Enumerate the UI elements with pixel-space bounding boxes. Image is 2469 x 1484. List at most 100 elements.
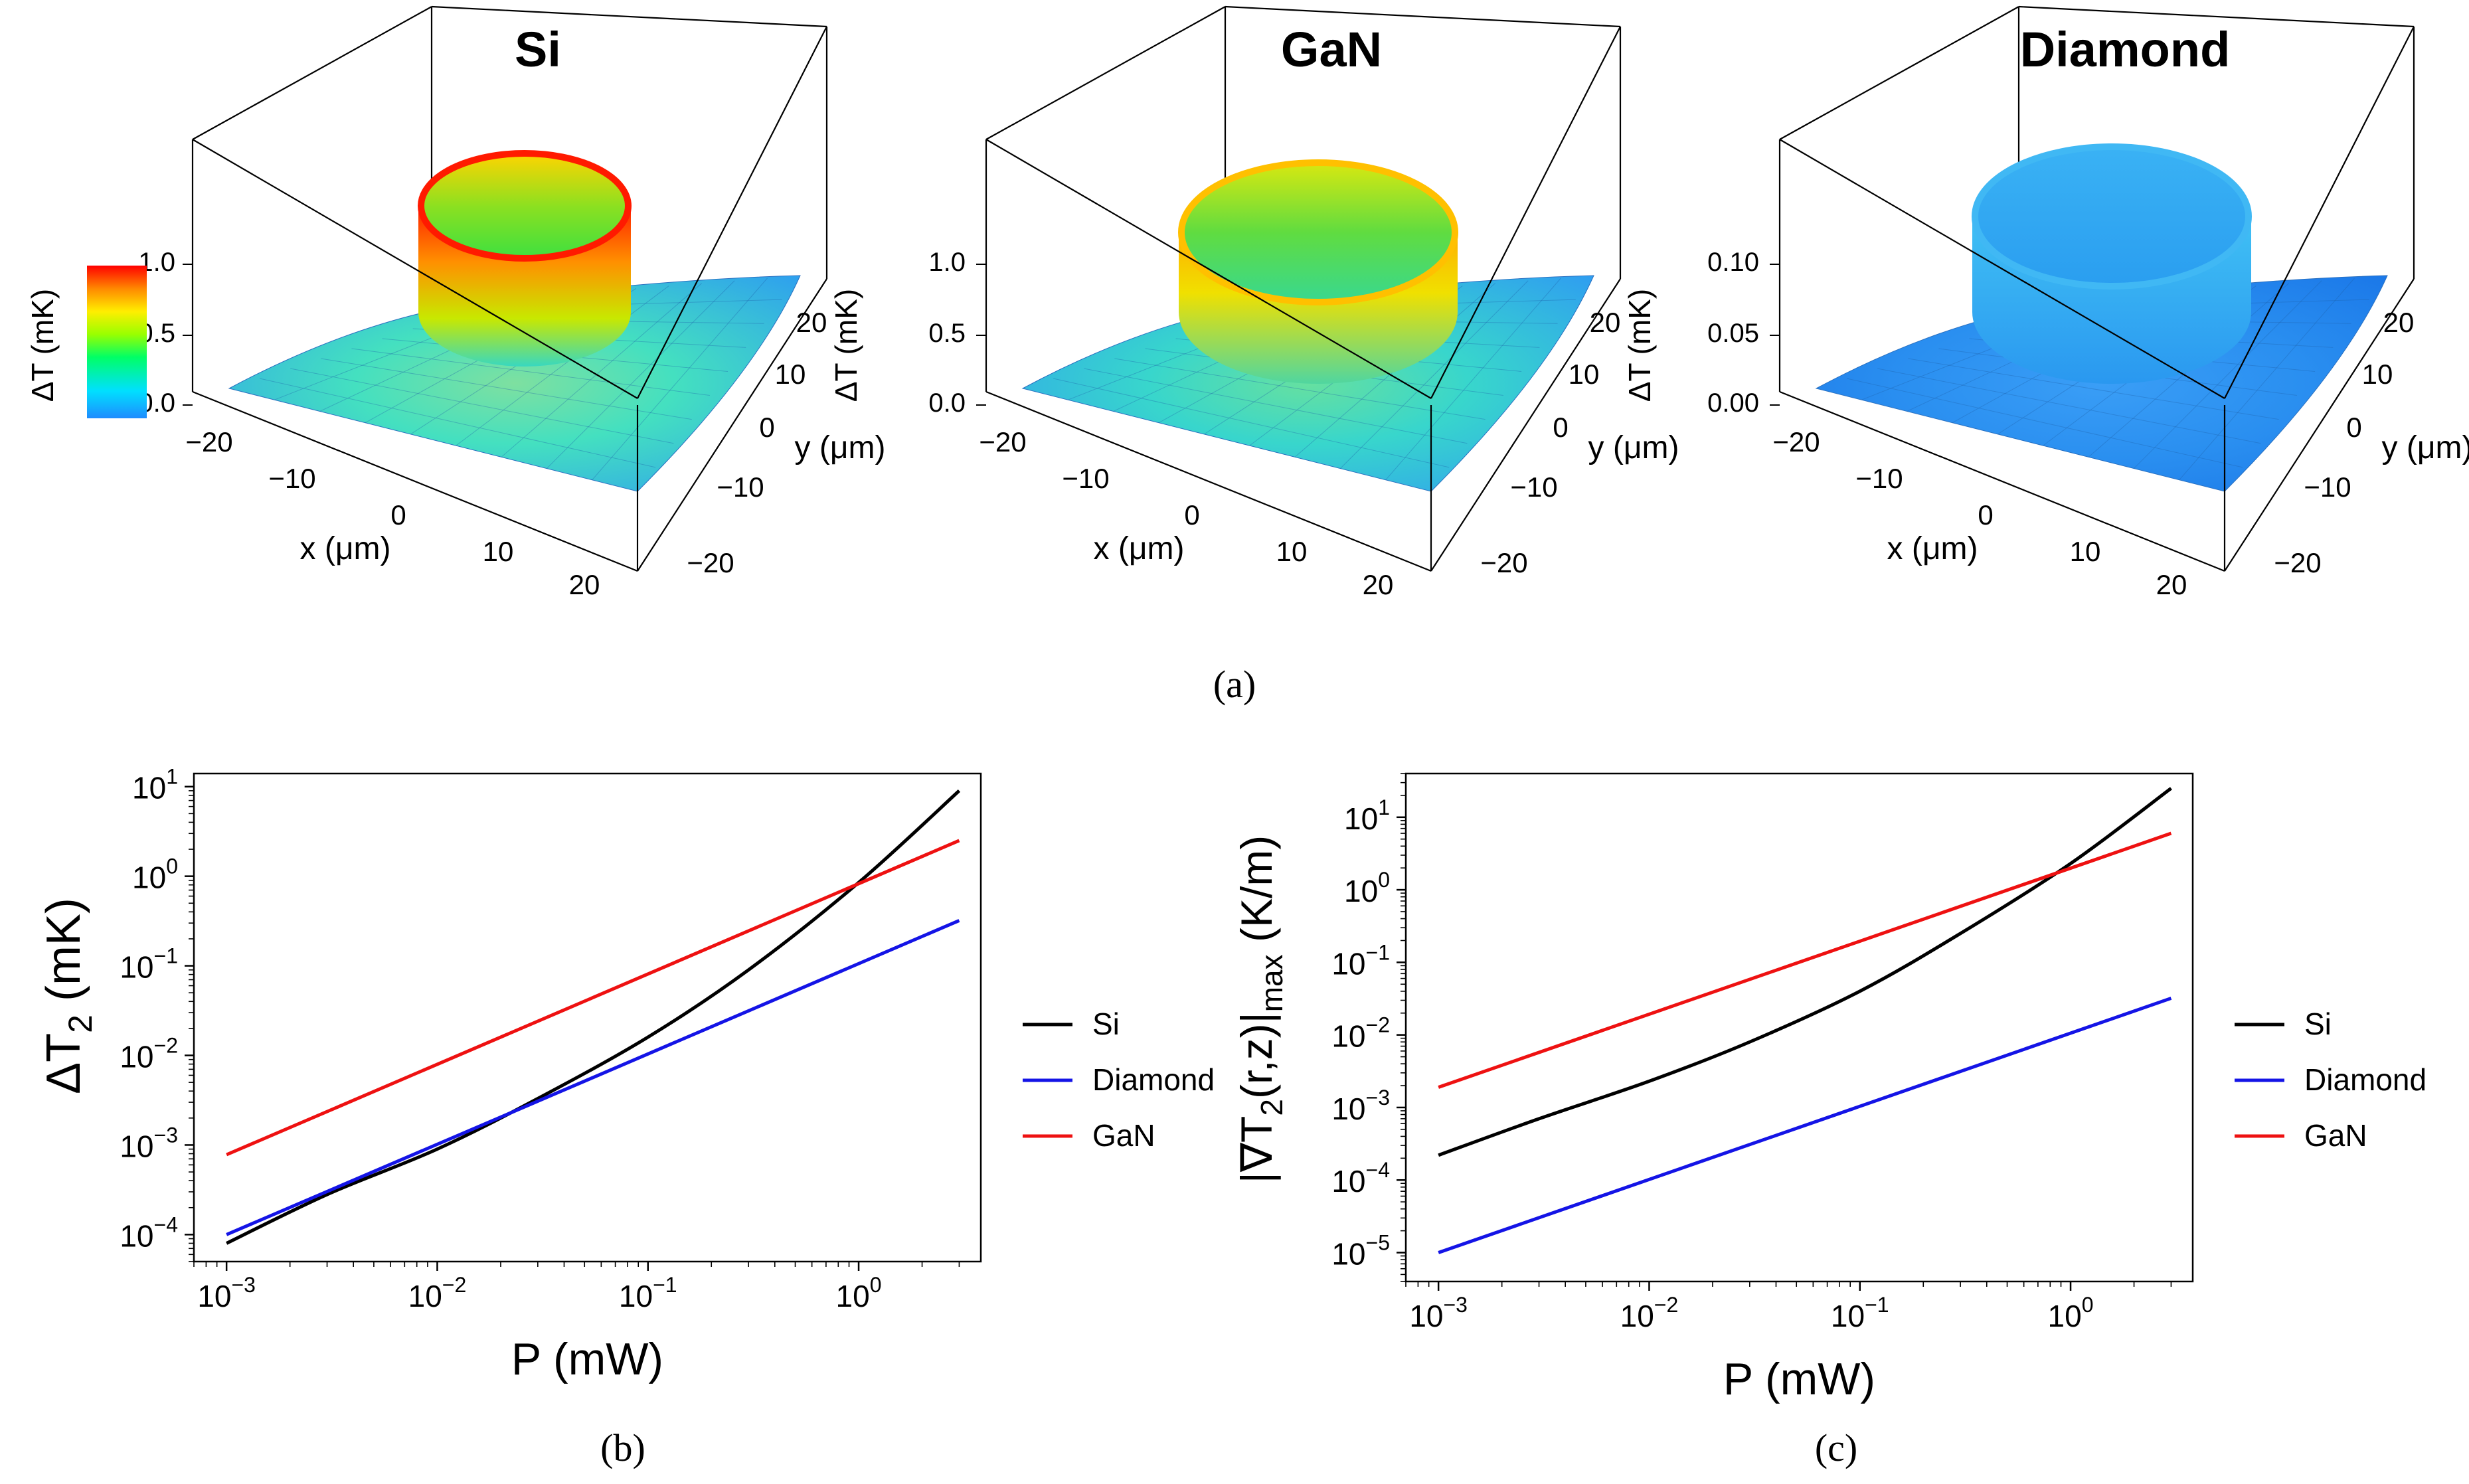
mesh-line: [321, 358, 692, 420]
series-line-si: [1438, 787, 2172, 1157]
mesh-line: [1114, 358, 1486, 420]
mesh-line: [260, 378, 656, 468]
mesh-line: [546, 280, 735, 469]
panel-c-chart: 10−3 10−2 10−1 100 10−5 10−4 10−3 10−2 10−1 100 10…: [1232, 772, 2426, 1469]
colorbar-gradient: [87, 266, 147, 418]
y-tick-label: 20: [2383, 307, 2415, 338]
z-axis-label: ΔT (mK): [25, 289, 60, 402]
box-edge: [192, 139, 638, 399]
y-tick-label: 10: [1569, 359, 1600, 390]
x-axis-label: x (μm): [300, 531, 391, 566]
y-tick-label: −20: [687, 547, 734, 578]
x-tick-label: 0: [390, 499, 406, 531]
y-tick-label: 20: [1590, 307, 1621, 338]
y-tick-label: 10−4: [1331, 1158, 1390, 1198]
mesh-line: [592, 278, 768, 481]
x-tick-label: −10: [1855, 463, 1903, 494]
x-tick-label: 10: [1276, 536, 1308, 567]
y-axis-label: y (μm): [795, 430, 886, 465]
y-tick-label: 101: [132, 765, 178, 805]
y-tick-label: −10: [717, 471, 764, 503]
mesh-line: [1877, 368, 2261, 444]
box-edge: [985, 6, 1226, 140]
mesh-line: [2133, 280, 2322, 469]
x-tick-label: −10: [1062, 463, 1109, 494]
legend-label-si: Si: [1092, 1007, 1120, 1041]
mesh-line: [501, 283, 702, 457]
series-line-si: [226, 789, 961, 1245]
y-tick-label: 10: [775, 359, 806, 390]
mesh-line: [290, 368, 674, 444]
x-tick-label: 10: [483, 536, 514, 567]
y-tick-label: 10−2: [1331, 1013, 1390, 1054]
x-tick-label: 10−1: [619, 1273, 677, 1313]
mesh-line: [456, 286, 669, 446]
y-axis-label: ΔT2 (mK): [37, 898, 99, 1094]
box-edge: [1430, 278, 1621, 572]
plot-frame: [1405, 772, 2194, 1283]
x-tick-label: 10−1: [1831, 1293, 1889, 1333]
colorbar: [87, 266, 147, 418]
ring-inner-well: [418, 150, 632, 262]
x-tick-label: 0: [1978, 499, 1993, 531]
x-tick-label: 10−2: [1620, 1293, 1679, 1333]
box-edge: [985, 390, 1432, 572]
x-tick-label: 10−2: [408, 1273, 467, 1313]
y-tick-label: 100: [132, 855, 178, 895]
box-edge: [2018, 5, 2415, 28]
mesh-line: [1084, 368, 1468, 444]
y-tick-label: −20: [2274, 547, 2321, 578]
legend-label-gan: GaN: [1092, 1118, 1155, 1153]
z-tick-label: 0.00: [1707, 388, 1759, 418]
x-tick-label: −10: [268, 463, 315, 494]
y-tick-label: 10−1: [120, 944, 178, 985]
x-tick-label: 10−3: [197, 1273, 256, 1313]
panel-b-chart: 10−3 10−2 10−1 100 10−4 10−3 10−2 10−1 100 101 P (…: [37, 765, 1215, 1469]
mesh-line: [2179, 278, 2355, 481]
ring-outer-wall: [1972, 216, 2251, 384]
y-axis-label: y (μm): [1588, 430, 1679, 465]
box-edge: [1779, 6, 2019, 140]
x-tick-label: 10−3: [1409, 1293, 1468, 1333]
box-edge: [985, 139, 1432, 399]
x-tick-label: 20: [1363, 569, 1394, 600]
box-edge: [637, 278, 827, 572]
box-edge: [637, 26, 827, 399]
y-tick-label: 100: [1344, 868, 1390, 908]
y-tick-label: 10−1: [1331, 940, 1390, 981]
x-axis-label: P (mW): [1723, 1354, 1875, 1404]
x-axis-label: P (mW): [511, 1334, 663, 1384]
z-tick-label: 1.0: [928, 248, 966, 277]
panel-label: (b): [600, 1426, 645, 1469]
legend-label-diamond: Diamond: [2304, 1062, 2426, 1097]
box-edge: [1779, 139, 2225, 399]
y-tick-label: 0: [2346, 412, 2361, 443]
y-tick-label: −10: [1510, 471, 1557, 503]
z-tick-label: 0.5: [928, 319, 966, 348]
y-axis-label: |∇T2(r,z)|max (K/m): [1232, 835, 1289, 1184]
y-tick-label: −20: [1480, 547, 1527, 578]
x-axis-label: x (μm): [1887, 531, 1978, 566]
y-tick-label: 10−5: [1331, 1231, 1390, 1272]
box-edge: [431, 5, 827, 28]
x-tick-label: −20: [185, 426, 232, 457]
z-axis-label: ΔT (mK): [829, 289, 863, 402]
series-line-diamond: [226, 919, 960, 1236]
z-axis-label: ΔT (mK): [1622, 289, 1657, 402]
mesh-line: [351, 348, 710, 396]
series-line-gan: [226, 839, 960, 1157]
z-tick-label: 0.10: [1707, 248, 1759, 277]
box-edge: [192, 6, 432, 140]
x-tick-label: −20: [979, 426, 1026, 457]
plot-frame: [193, 772, 982, 1263]
y-tick-label: 10−2: [120, 1034, 178, 1074]
y-tick-label: 10−3: [1331, 1086, 1390, 1126]
ring-inner-well: [1178, 159, 1458, 305]
box-edge: [2224, 26, 2415, 399]
panel-label: (c): [1815, 1426, 1857, 1469]
